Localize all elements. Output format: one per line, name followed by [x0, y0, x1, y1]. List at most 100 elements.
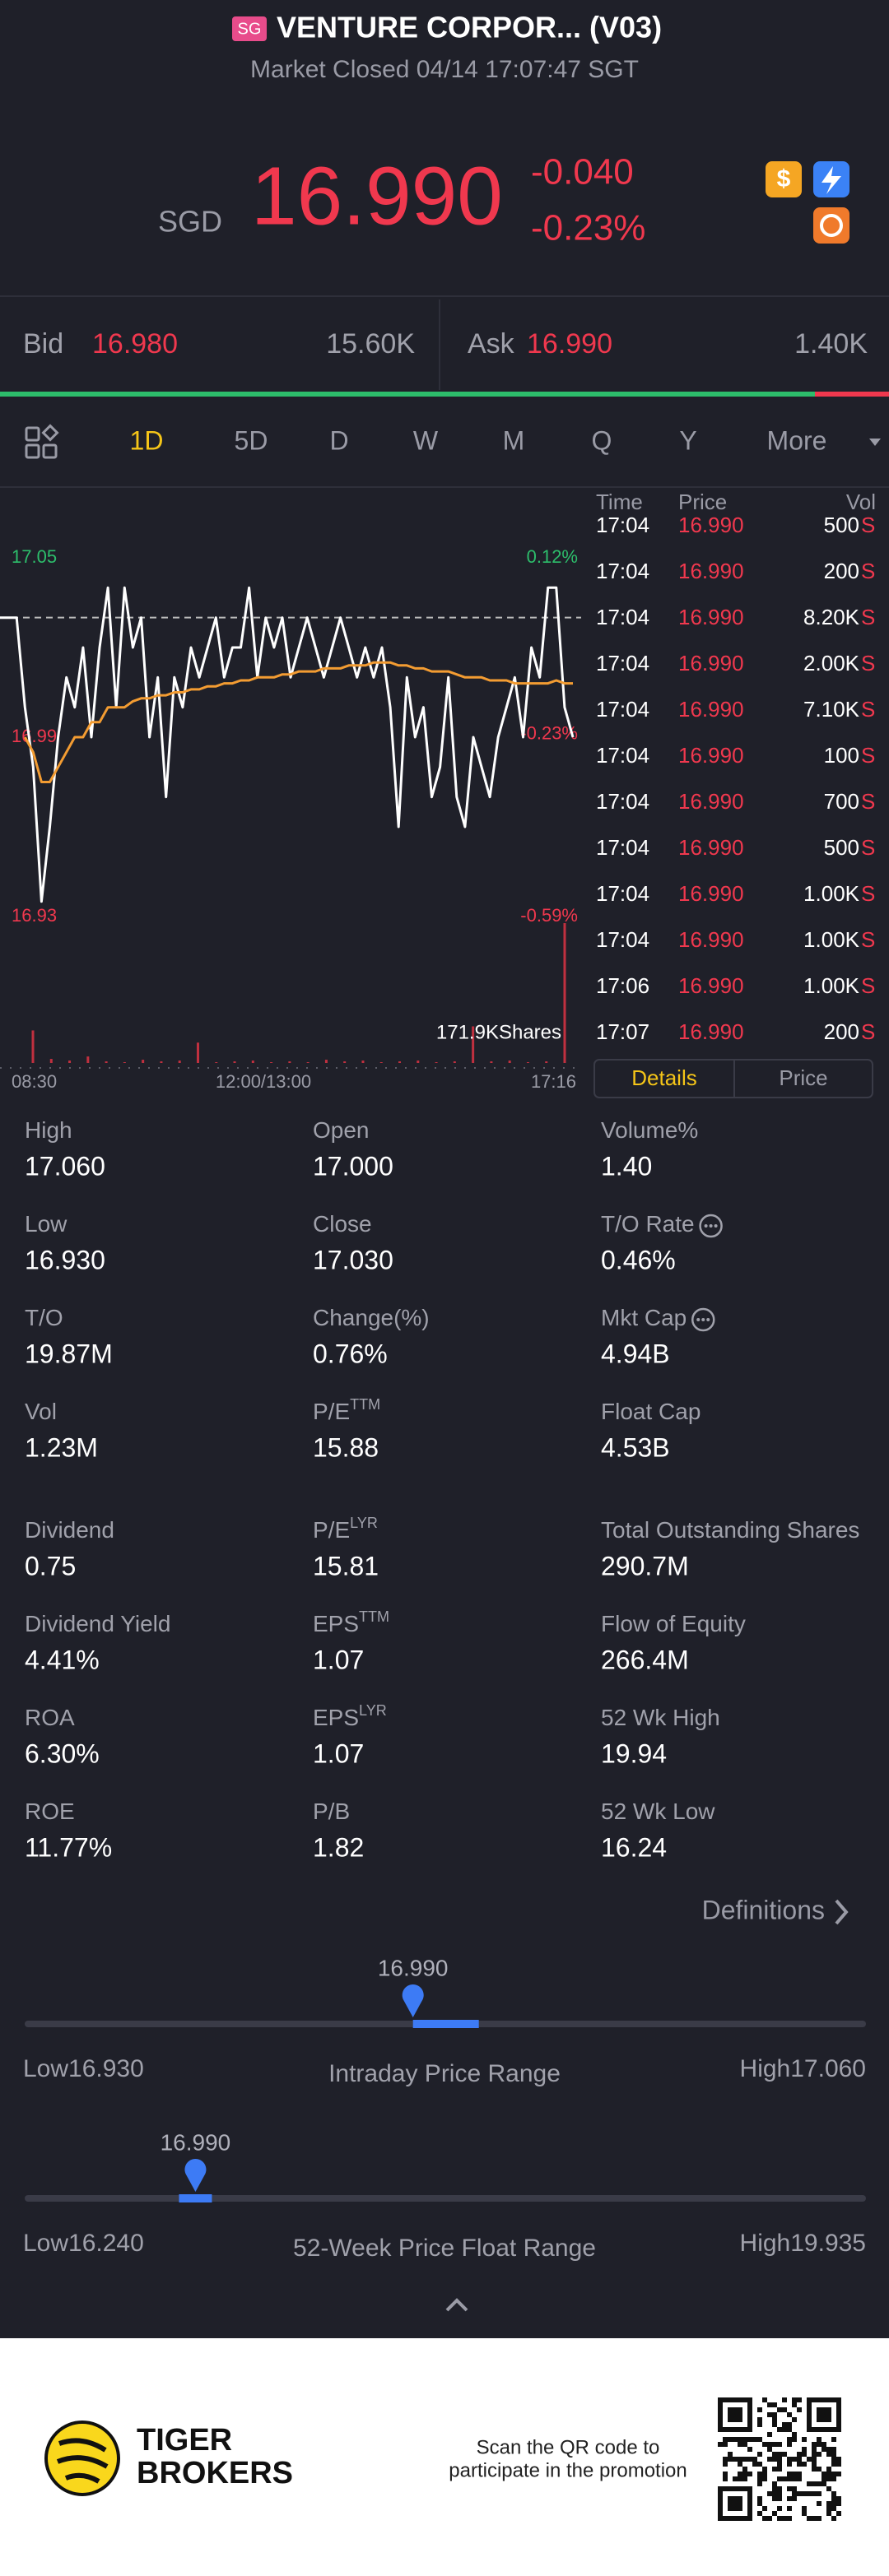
stat-label: P/B: [313, 1799, 350, 1824]
volume-bar: [398, 1061, 402, 1063]
period-tab[interactable]: Q: [592, 425, 612, 455]
qr-module: [817, 2501, 822, 2506]
qr-module: [802, 2437, 807, 2442]
trade-volume: 2.00K: [803, 651, 860, 675]
icon-gear[interactable]: [813, 207, 849, 244]
qr-module: [782, 2452, 787, 2457]
qr-module: [782, 2397, 787, 2402]
icon-s[interactable]: [766, 161, 802, 197]
volume-bar: [379, 1062, 383, 1063]
qr-module: [777, 2491, 782, 2496]
qr-module: [826, 2472, 831, 2476]
qr-module: [807, 2491, 812, 2496]
qr-module: [772, 2511, 777, 2516]
stat-value: 15.88: [313, 1432, 379, 1462]
stat-value: 6.30%: [25, 1738, 100, 1768]
trade-volume: 1.00K: [803, 973, 860, 998]
qr-module: [777, 2407, 782, 2412]
qr-module: [836, 2496, 841, 2501]
period-tab[interactable]: Y: [679, 425, 696, 455]
qr-module: [826, 2452, 831, 2457]
stat-label: Close: [313, 1211, 372, 1237]
stat-label-text: Float Cap: [601, 1399, 700, 1424]
qr-module: [723, 2462, 728, 2467]
qr-module: [777, 2476, 782, 2481]
period-tab[interactable]: 5D: [235, 425, 268, 455]
info-icon[interactable]: [699, 1214, 723, 1238]
stat-label-text: Close: [313, 1211, 372, 1237]
trade-volume: 1.00K: [803, 927, 860, 952]
range-current: 16.990: [161, 2129, 231, 2155]
qr-module: [787, 2422, 792, 2427]
stat-label-text: Dividend Yield: [25, 1611, 170, 1636]
qr-module: [723, 2457, 728, 2462]
stat-label-text: T/O: [25, 1305, 63, 1330]
chevron-right[interactable]: [835, 1899, 849, 1925]
qr-module: [723, 2472, 728, 2476]
qr-module: [762, 2476, 767, 2481]
period-tab[interactable]: W: [413, 425, 439, 455]
qr-module: [767, 2412, 772, 2417]
qr-module: [787, 2412, 792, 2417]
volume-bar: [361, 1061, 365, 1063]
stat-label-text: P/E: [313, 1399, 350, 1424]
qr-module: [728, 2437, 733, 2442]
qr-module: [728, 2457, 733, 2462]
qr-module: [782, 2516, 787, 2521]
stat-label: Dividend Yield: [25, 1611, 170, 1636]
qr-module: [831, 2496, 836, 2501]
range-low-value: 16.240: [68, 2230, 144, 2257]
stat-label-text: 52 Wk High: [601, 1705, 720, 1730]
qr-code[interactable]: [718, 2397, 841, 2521]
trade-volume: 1.00K: [803, 881, 860, 906]
period-tab[interactable]: D: [329, 425, 348, 455]
qr-module: [836, 2501, 841, 2506]
qr-module: [802, 2491, 807, 2496]
ask-price: 16.990: [527, 328, 612, 360]
period-tab[interactable]: More: [767, 425, 827, 455]
qr-module: [777, 2467, 782, 2472]
period-tab[interactable]: M: [503, 425, 525, 455]
dropdown-arrow[interactable]: [869, 439, 881, 446]
detail-tab[interactable]: Price: [779, 1065, 827, 1090]
qr-module: [826, 2506, 831, 2511]
qr-module: [767, 2516, 772, 2521]
qr-module: [738, 2476, 742, 2481]
stat-label: Mkt Cap: [601, 1305, 687, 1330]
qr-module: [738, 2472, 742, 2476]
stat-label-text: T/O Rate: [601, 1211, 695, 1237]
info-icon-dot: [706, 1318, 710, 1321]
qr-module: [822, 2476, 826, 2481]
qr-module: [747, 2447, 752, 2452]
qr-module: [767, 2402, 772, 2407]
volume-bar: [105, 1061, 108, 1063]
qr-module: [787, 2476, 792, 2481]
qr-finder: [718, 2486, 752, 2521]
detail-tab[interactable]: Details: [631, 1065, 696, 1090]
info-icon[interactable]: [691, 1307, 715, 1332]
badge-text: SG: [238, 20, 262, 38]
qr-module: [757, 2501, 762, 2506]
promo-text: Scan the QR code to: [477, 2436, 660, 2458]
stat-label: EPSTTM: [313, 1608, 389, 1637]
info-icon-dot: [709, 1224, 713, 1228]
trade-price: 16.990: [678, 1019, 744, 1044]
collapse-chevron[interactable]: [445, 2298, 468, 2312]
stat-label-sup: TTM: [359, 1608, 389, 1625]
volume-bar: [196, 1042, 199, 1063]
stat-value: 17.000: [313, 1151, 393, 1181]
definitions-link[interactable]: Definitions: [702, 1895, 825, 1924]
qr-module: [792, 2417, 797, 2422]
trade-price: 16.990: [678, 697, 744, 722]
stat-value: 16.930: [25, 1245, 105, 1274]
qr-module: [757, 2481, 762, 2486]
period-tab[interactable]: 1D: [130, 425, 164, 455]
trade-time: 17:04: [596, 559, 649, 583]
stat-label: Total Outstanding Shares: [601, 1517, 859, 1543]
stat-value: 19.87M: [25, 1339, 113, 1368]
qr-module: [752, 2457, 757, 2462]
ask-ratio-bar: [815, 392, 889, 397]
layout-icon[interactable]: [25, 424, 59, 459]
volume-bar: [435, 1062, 438, 1063]
qr-module: [812, 2452, 817, 2457]
